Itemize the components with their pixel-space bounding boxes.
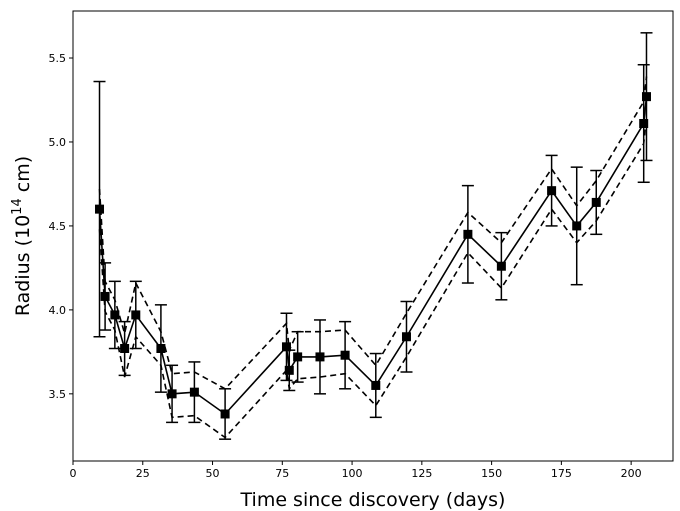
data-point-marker [401,332,411,342]
dashed-bound-line-2 [98,116,648,439]
data-point-marker [110,310,120,320]
data-point-marker [315,352,325,362]
y-tick-label: 5.0 [49,136,67,149]
data-point-marker [131,310,141,320]
data-point-marker [281,342,291,352]
data-point-marker [156,344,166,353]
y-tick-label: 5.5 [49,52,67,65]
y-axis-label-exponent: 14 [10,198,25,215]
data-point-marker [189,387,199,397]
data-point-marker [496,261,506,271]
x-tick-label: 0 [70,467,77,480]
data-point-marker [220,409,230,419]
y-axis-label-prefix: Radius (10 [12,215,34,316]
data-point-marker [641,92,651,102]
data-point-marker [547,186,557,196]
series-layer [93,32,653,440]
y-axis-label: Radius (1014 cm) [10,156,34,316]
x-tick-label: 50 [206,467,220,480]
x-tick-label: 175 [551,467,572,480]
y-axis-ticks: 3.5 4.0 4.5 5.0 5.5 [49,52,73,401]
data-point-marker [639,119,649,128]
plot-frame [72,10,674,462]
y-tick-label: 4.5 [49,220,67,233]
x-axis-label: Time since discovery (days) [240,489,506,511]
y-tick-label: 3.5 [49,388,67,401]
x-tick-label: 125 [411,467,432,480]
x-tick-label: 150 [481,467,502,480]
data-point-marker [340,350,350,360]
y-axis-label-suffix: cm) [12,156,34,198]
x-axis-ticks: 0 25 50 75 100 125 150 175 200 [70,461,642,480]
y-tick-label: 4.0 [49,304,67,317]
data-point-marker [167,389,177,399]
x-tick-label: 200 [621,467,642,480]
data-point-marker [463,229,473,239]
data-point-marker [120,344,130,353]
data-point-marker [591,197,601,207]
data-point-marker [284,365,294,375]
data-point-marker [95,204,105,214]
data-point-marker [100,291,110,301]
data-point-marker [293,352,303,362]
x-tick-label: 75 [275,467,289,480]
data-point-marker [371,380,381,390]
data-point-marker [572,221,582,231]
x-tick-label: 25 [136,467,150,480]
x-tick-label: 100 [342,467,363,480]
